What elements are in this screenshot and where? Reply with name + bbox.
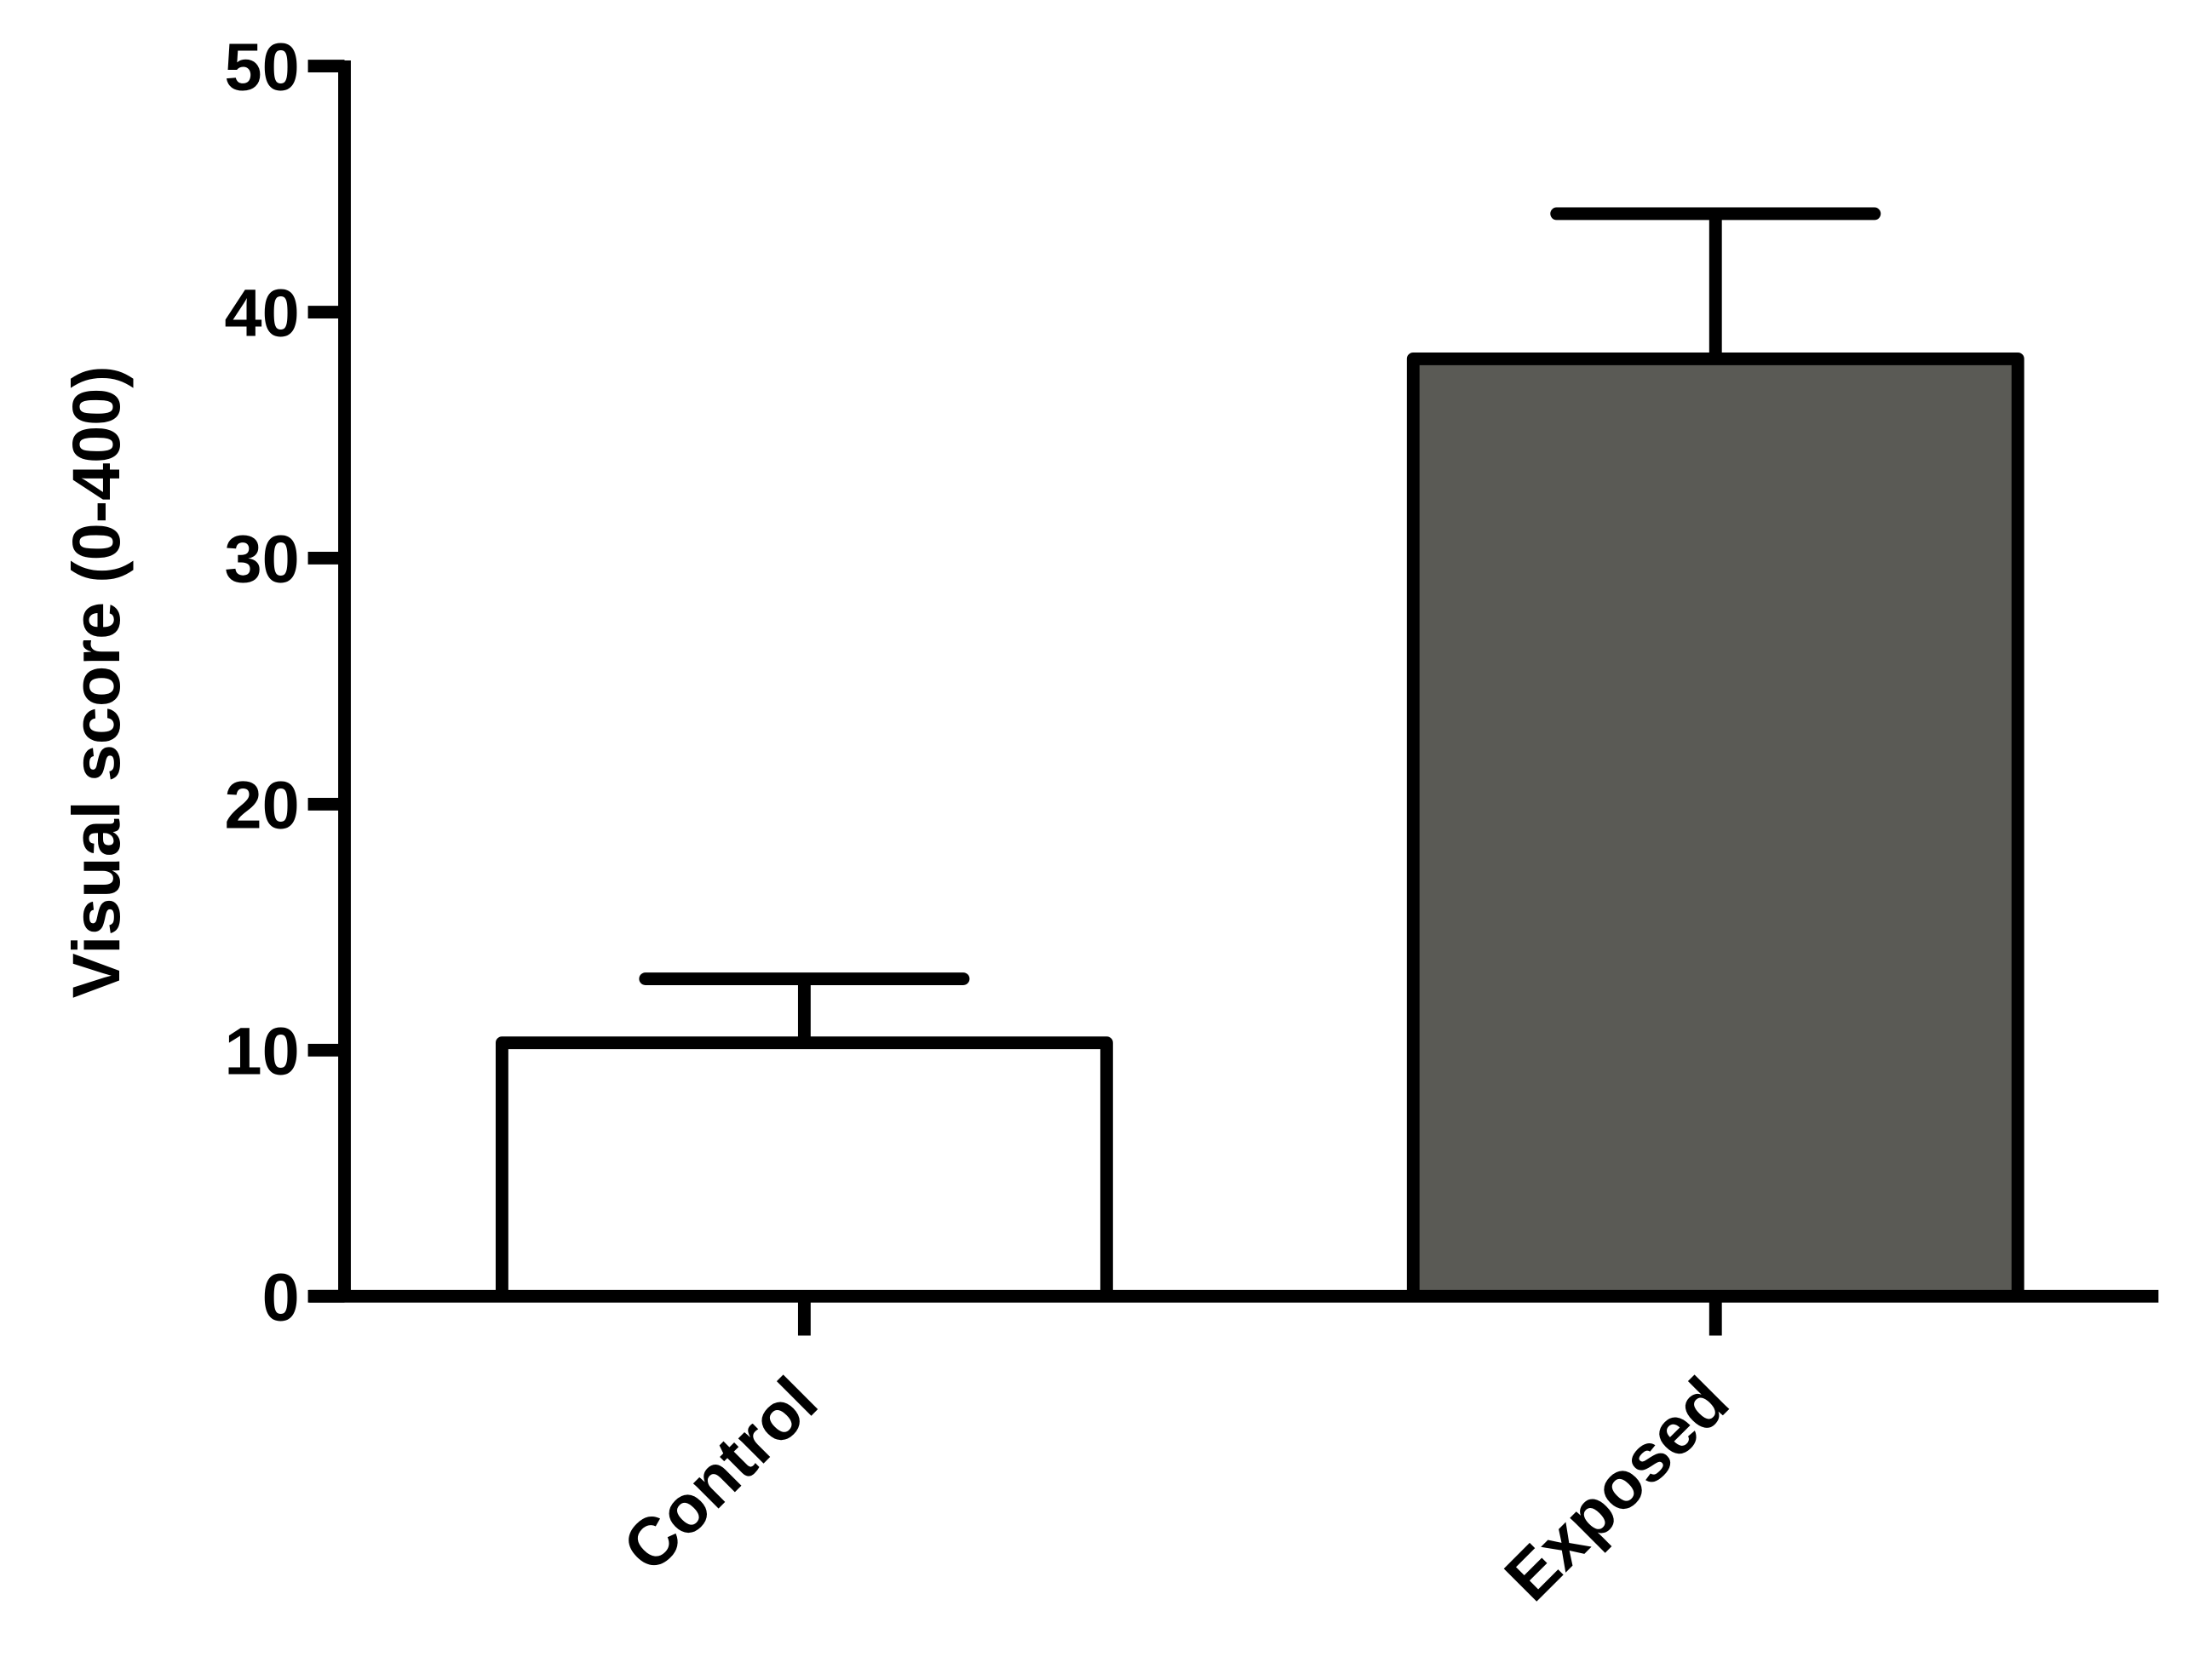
y-tick-label: 50: [225, 29, 300, 105]
bar: [495, 1036, 1113, 1297]
y-tick-label: 0: [262, 1259, 300, 1334]
y-tick-label: 30: [225, 521, 300, 597]
y-tick-label: 20: [225, 766, 300, 842]
x-tick-label: Control: [608, 1362, 831, 1585]
y-tick-label: 10: [225, 1012, 300, 1088]
bar: [1406, 353, 2024, 1297]
y-tick-label: 40: [225, 275, 300, 351]
y-axis-label: Visual score (0-400): [58, 365, 134, 998]
x-tick-label: Exposed: [1490, 1362, 1743, 1614]
